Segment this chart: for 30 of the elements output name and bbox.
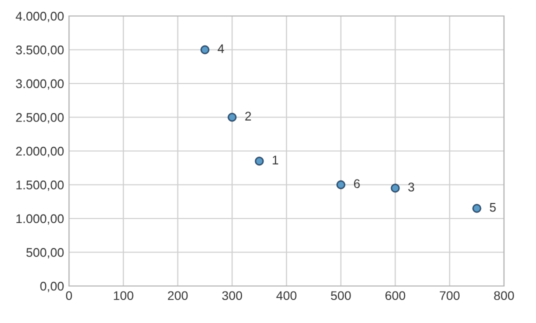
x-tick-label: 300 — [222, 291, 242, 300]
x-tick-label: 400 — [276, 291, 296, 300]
x-tick-label: 800 — [494, 291, 514, 300]
x-tick-label: 200 — [168, 291, 188, 300]
annotation: 4 — [218, 44, 224, 53]
annotation: 5 — [490, 203, 496, 212]
y-tick-label: 3.500,00 — [16, 46, 64, 56]
y-tick-label: 4.000,00 — [16, 12, 64, 22]
point — [228, 112, 237, 122]
annotation: 6 — [354, 179, 360, 188]
x-tick-label: 500 — [330, 291, 351, 300]
x-tick-label: 100 — [114, 291, 134, 300]
annotation: 3 — [408, 182, 414, 192]
point — [472, 204, 482, 213]
point — [390, 184, 400, 193]
y-tick-label: 2.000,00 — [16, 146, 64, 158]
point — [336, 180, 346, 190]
y-tick-label: 1.500,00 — [16, 180, 64, 191]
x-tick-label: 700 — [440, 291, 460, 300]
x-tick-label: 0 — [66, 291, 72, 300]
y-tick-label: 3.000,00 — [16, 79, 64, 90]
y-tick-label: 2.500,00 — [16, 113, 64, 124]
point — [200, 45, 210, 54]
y-tick-label: 1.000,00 — [16, 214, 64, 225]
x-tick-label: 600 — [385, 291, 406, 300]
point — [254, 156, 264, 166]
y-tick-label: 500,00 — [26, 248, 64, 258]
annotation: 1 — [272, 156, 278, 164]
y-tick-label: 0,00 — [40, 282, 64, 292]
annotation: 2 — [245, 112, 251, 120]
